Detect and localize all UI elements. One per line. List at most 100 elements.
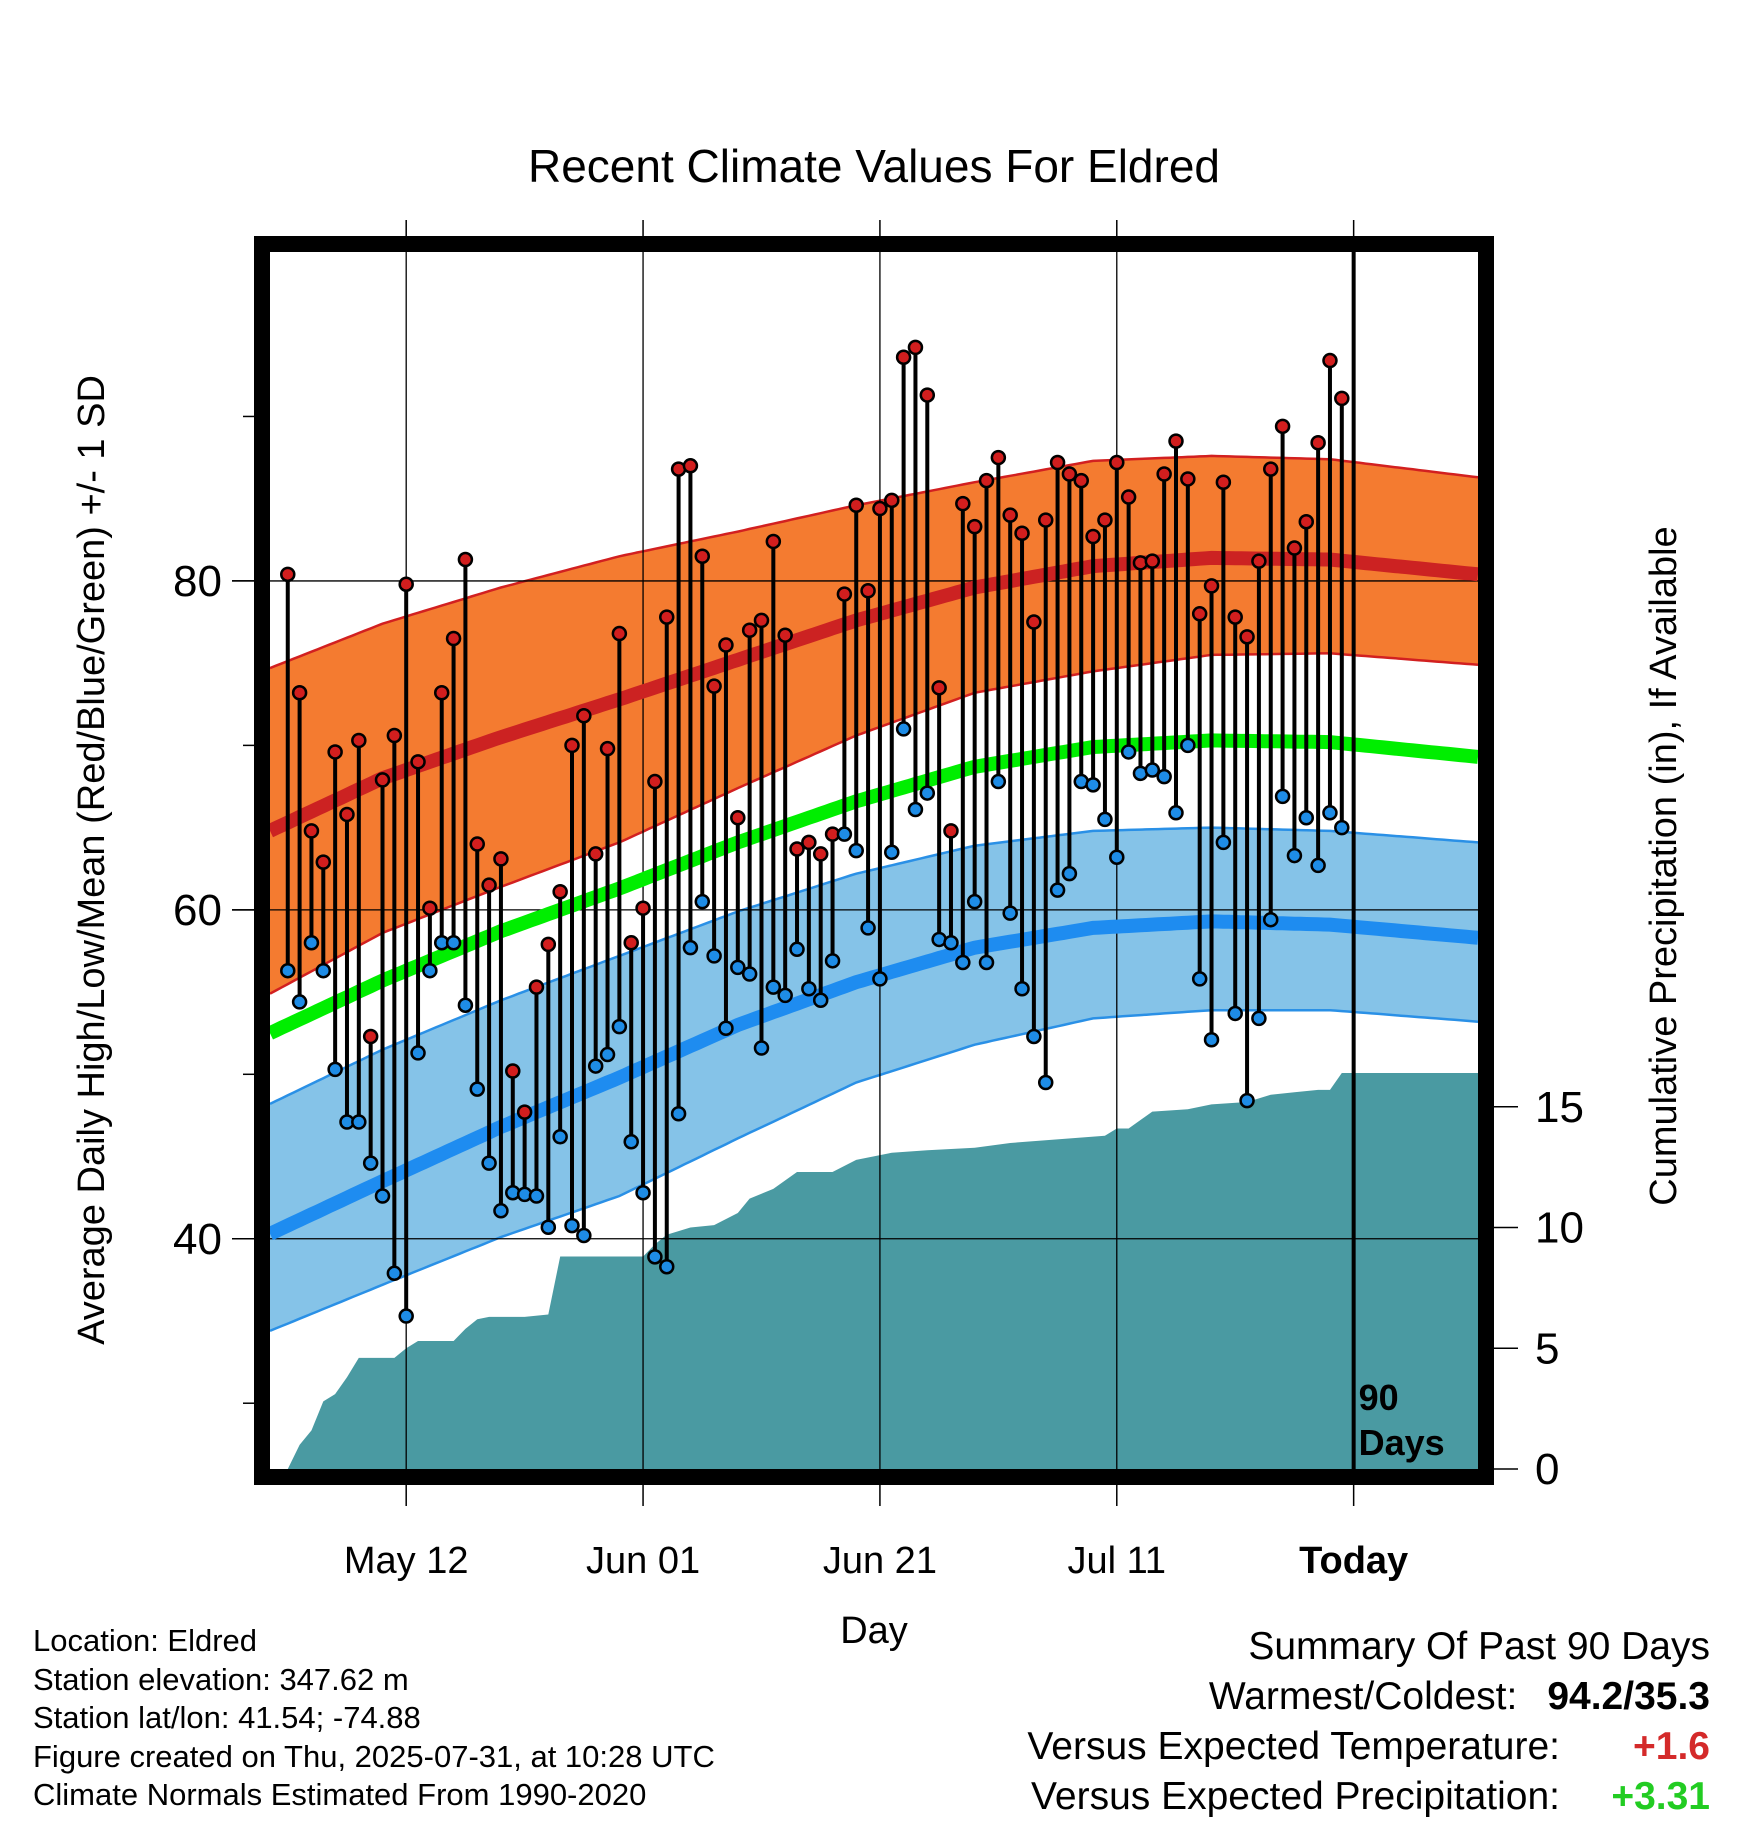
- daily-high-point: [919, 387, 936, 403]
- summary-title: Summary Of Past 90 Days: [1248, 1625, 1710, 1668]
- daily-low-point: [789, 941, 805, 958]
- daily-low-point: [1274, 788, 1291, 805]
- high-lower-sd-line: [270, 652, 1478, 995]
- chart-title: Recent Climate Values For Eldred: [528, 140, 1220, 192]
- daily-high-point: [457, 551, 474, 568]
- daily-high-point: [907, 339, 924, 356]
- y-tick-label-right: 15: [1535, 1083, 1584, 1132]
- daily-low-point: [1109, 849, 1125, 865]
- daily-high-point: [1215, 474, 1232, 490]
- daily-high-point: [1298, 513, 1315, 530]
- daily-low-point: [777, 987, 793, 1004]
- axes: May 12 Jun 01 Jun 21 Jul 11 Today 40 60 80 0 5 10 1…: [173, 220, 1584, 1582]
- daily-high-point: [1049, 454, 1066, 471]
- normals-text: Climate Normals Estimated From 1990-2020: [33, 1777, 647, 1812]
- warmest-coldest-row: Warmest/Coldest: 94.2/35.3: [1027, 1672, 1710, 1722]
- daily-low-point: [635, 1184, 651, 1201]
- daily-high-point: [1144, 553, 1161, 569]
- normal-high-line: [270, 550, 1478, 838]
- daily-low-point: [599, 1046, 616, 1063]
- daily-high-point: [1109, 454, 1125, 471]
- daily-high-point: [587, 846, 604, 862]
- daily-low-point: [1085, 777, 1101, 793]
- daily-high-point: [706, 678, 722, 694]
- daily-high-point: [1286, 540, 1303, 556]
- daily-low-point: [611, 1018, 628, 1035]
- daily-high-point: [564, 737, 580, 754]
- daily-low-point: [1215, 834, 1232, 851]
- daily-high-point: [1002, 507, 1018, 523]
- daily-low-point: [540, 1219, 557, 1235]
- daily-low-point: [694, 893, 711, 910]
- y-axis-label-right: Cumulative Precipitation (in), If Availa…: [1643, 526, 1685, 1205]
- x-tick-label: Today: [1299, 1540, 1408, 1582]
- daily-low-point: [966, 893, 983, 910]
- daily-low-point: [1168, 805, 1184, 821]
- daily-low-point: [410, 1045, 426, 1061]
- daily-low-point: [1144, 762, 1161, 778]
- daily-high-point: [422, 900, 438, 916]
- daily-low-point: [1180, 737, 1196, 754]
- daily-low-point: [1334, 819, 1350, 836]
- daily-high-point: [374, 772, 391, 788]
- plot-frame: [254, 236, 1494, 1485]
- daily-low-point: [327, 1061, 343, 1078]
- daily-high-point: [812, 846, 829, 862]
- daily-low-point: [1322, 805, 1338, 821]
- x-tick-label: Jul 11: [1067, 1540, 1166, 1582]
- daily-low-point: [1203, 1032, 1220, 1048]
- daily-high-point: [694, 548, 711, 564]
- daily-low-point: [730, 959, 746, 976]
- daily-high-point: [777, 627, 793, 643]
- daily-low-point: [1239, 1092, 1255, 1109]
- daily-high-point: [1322, 352, 1338, 369]
- normal-mean-line: [270, 733, 1478, 1040]
- daily-low-point: [445, 934, 462, 951]
- daily-high-point: [895, 349, 912, 366]
- daily-low-point: [1191, 971, 1208, 987]
- daily-low-point: [919, 785, 936, 801]
- daily-low-point: [990, 773, 1007, 790]
- daily-high-point: [386, 727, 403, 744]
- daily-low-point: [895, 721, 912, 737]
- daily-high-point: [931, 680, 947, 696]
- low-lower-sd-line: [270, 1008, 1478, 1333]
- daily-high-point: [966, 518, 983, 535]
- daily-low-point: [528, 1188, 545, 1204]
- y-tick-label-left: 80: [173, 557, 222, 606]
- daily-high-point: [1334, 390, 1350, 407]
- daily-low-point: [362, 1155, 379, 1171]
- daily-low-point: [1002, 905, 1018, 921]
- daily-low-point: [623, 1133, 639, 1150]
- daily-low-point: [552, 1129, 568, 1145]
- daily-low-point: [315, 962, 332, 979]
- daily-high-point: [1026, 614, 1042, 630]
- location-text: Location: Eldred: [33, 1623, 258, 1658]
- daily-high-point: [943, 823, 959, 839]
- precipitation-anomaly-value: +3.31: [1611, 1775, 1710, 1818]
- daily-low-point: [872, 971, 888, 987]
- today-marker-label-days: 90: [1359, 1377, 1399, 1418]
- daily-low-point: [943, 934, 959, 951]
- daily-high-point: [611, 625, 628, 642]
- daily-low-point: [848, 842, 864, 859]
- daily-high-point: [1120, 489, 1137, 505]
- precipitation-anomaly-row: Versus Expected Precipitation: +3.31: [1027, 1772, 1710, 1822]
- daily-low-point: [753, 1040, 770, 1056]
- daily-low-point: [1310, 857, 1326, 874]
- elevation-text: Station elevation: 347.62 m: [33, 1661, 409, 1697]
- daily-high-point: [1061, 466, 1078, 482]
- daily-low-point: [741, 966, 758, 982]
- daily-low-point: [765, 979, 782, 995]
- daily-low-point: [955, 954, 971, 971]
- daily-high-point: [623, 934, 639, 951]
- daily-high-point: [1085, 528, 1101, 545]
- daily-low-point: [706, 948, 722, 964]
- daily-low-point: [1286, 847, 1303, 864]
- daily-high-point: [836, 586, 853, 602]
- daily-high-point: [516, 1104, 533, 1120]
- daily-high-point: [955, 495, 971, 512]
- daily-low-point: [564, 1217, 580, 1234]
- daily-low-point: [682, 939, 699, 956]
- daily-high-point: [445, 630, 462, 647]
